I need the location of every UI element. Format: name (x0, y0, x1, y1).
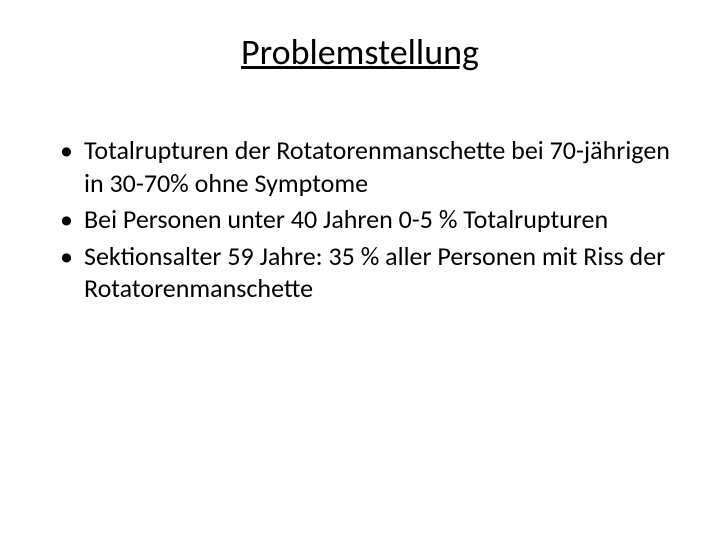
bullet-list: Totalrupturen der Rotatorenmanschette be… (50, 134, 670, 309)
list-item: Sektionsalter 59 Jahre: 35 % aller Perso… (58, 240, 670, 305)
slide-title: Problemstellung (50, 30, 670, 74)
slide: Problemstellung Totalrupturen der Rotato… (0, 0, 720, 540)
list-item: Totalrupturen der Rotatorenmanschette be… (58, 134, 670, 199)
list-item: Bei Personen unter 40 Jahren 0-5 % Total… (58, 203, 670, 236)
